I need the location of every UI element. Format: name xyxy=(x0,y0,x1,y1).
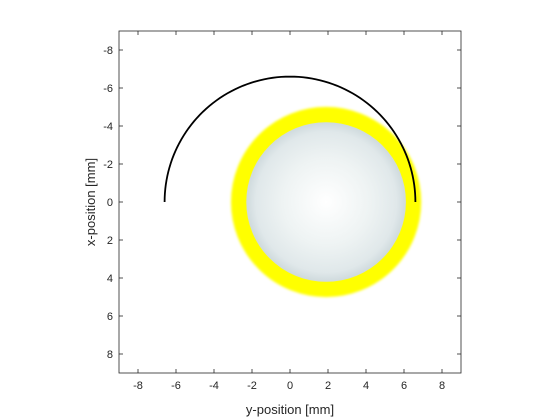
x-axis: -8 -6 -4 -2 0 2 4 6 8 xyxy=(133,31,445,392)
x-tick-label: 8 xyxy=(439,380,445,392)
x-tick-label: 0 xyxy=(287,380,293,392)
y-tick-label: 0 xyxy=(107,197,113,209)
x-tick-label: -4 xyxy=(209,380,219,392)
disk-ring xyxy=(231,106,422,298)
plot-content xyxy=(163,75,422,298)
y-tick-label: 2 xyxy=(107,235,113,247)
x-tick-label: 4 xyxy=(363,380,369,392)
y-tick-label: -6 xyxy=(103,83,113,95)
x-tick-label: 2 xyxy=(325,380,331,392)
x-tick-label: -2 xyxy=(247,380,257,392)
y-tick-label: -2 xyxy=(103,159,113,171)
disk-body xyxy=(246,122,406,282)
y-axis: -8 -6 -4 -2 0 2 4 6 8 xyxy=(103,45,461,361)
x-tick-label: 6 xyxy=(401,380,407,392)
y-tick-label: 8 xyxy=(107,349,113,361)
x-axis-label: y-position [mm] xyxy=(246,402,334,417)
y-tick-label: 6 xyxy=(107,311,113,323)
y-axis-label: x-position [mm] xyxy=(83,158,98,246)
y-tick-label: -8 xyxy=(103,45,113,57)
y-tick-label: -4 xyxy=(103,121,113,133)
trajectory-line xyxy=(163,75,417,203)
x-tick-label: -6 xyxy=(171,380,181,392)
y-tick-label: 4 xyxy=(107,273,113,285)
x-tick-label: -8 xyxy=(133,380,143,392)
